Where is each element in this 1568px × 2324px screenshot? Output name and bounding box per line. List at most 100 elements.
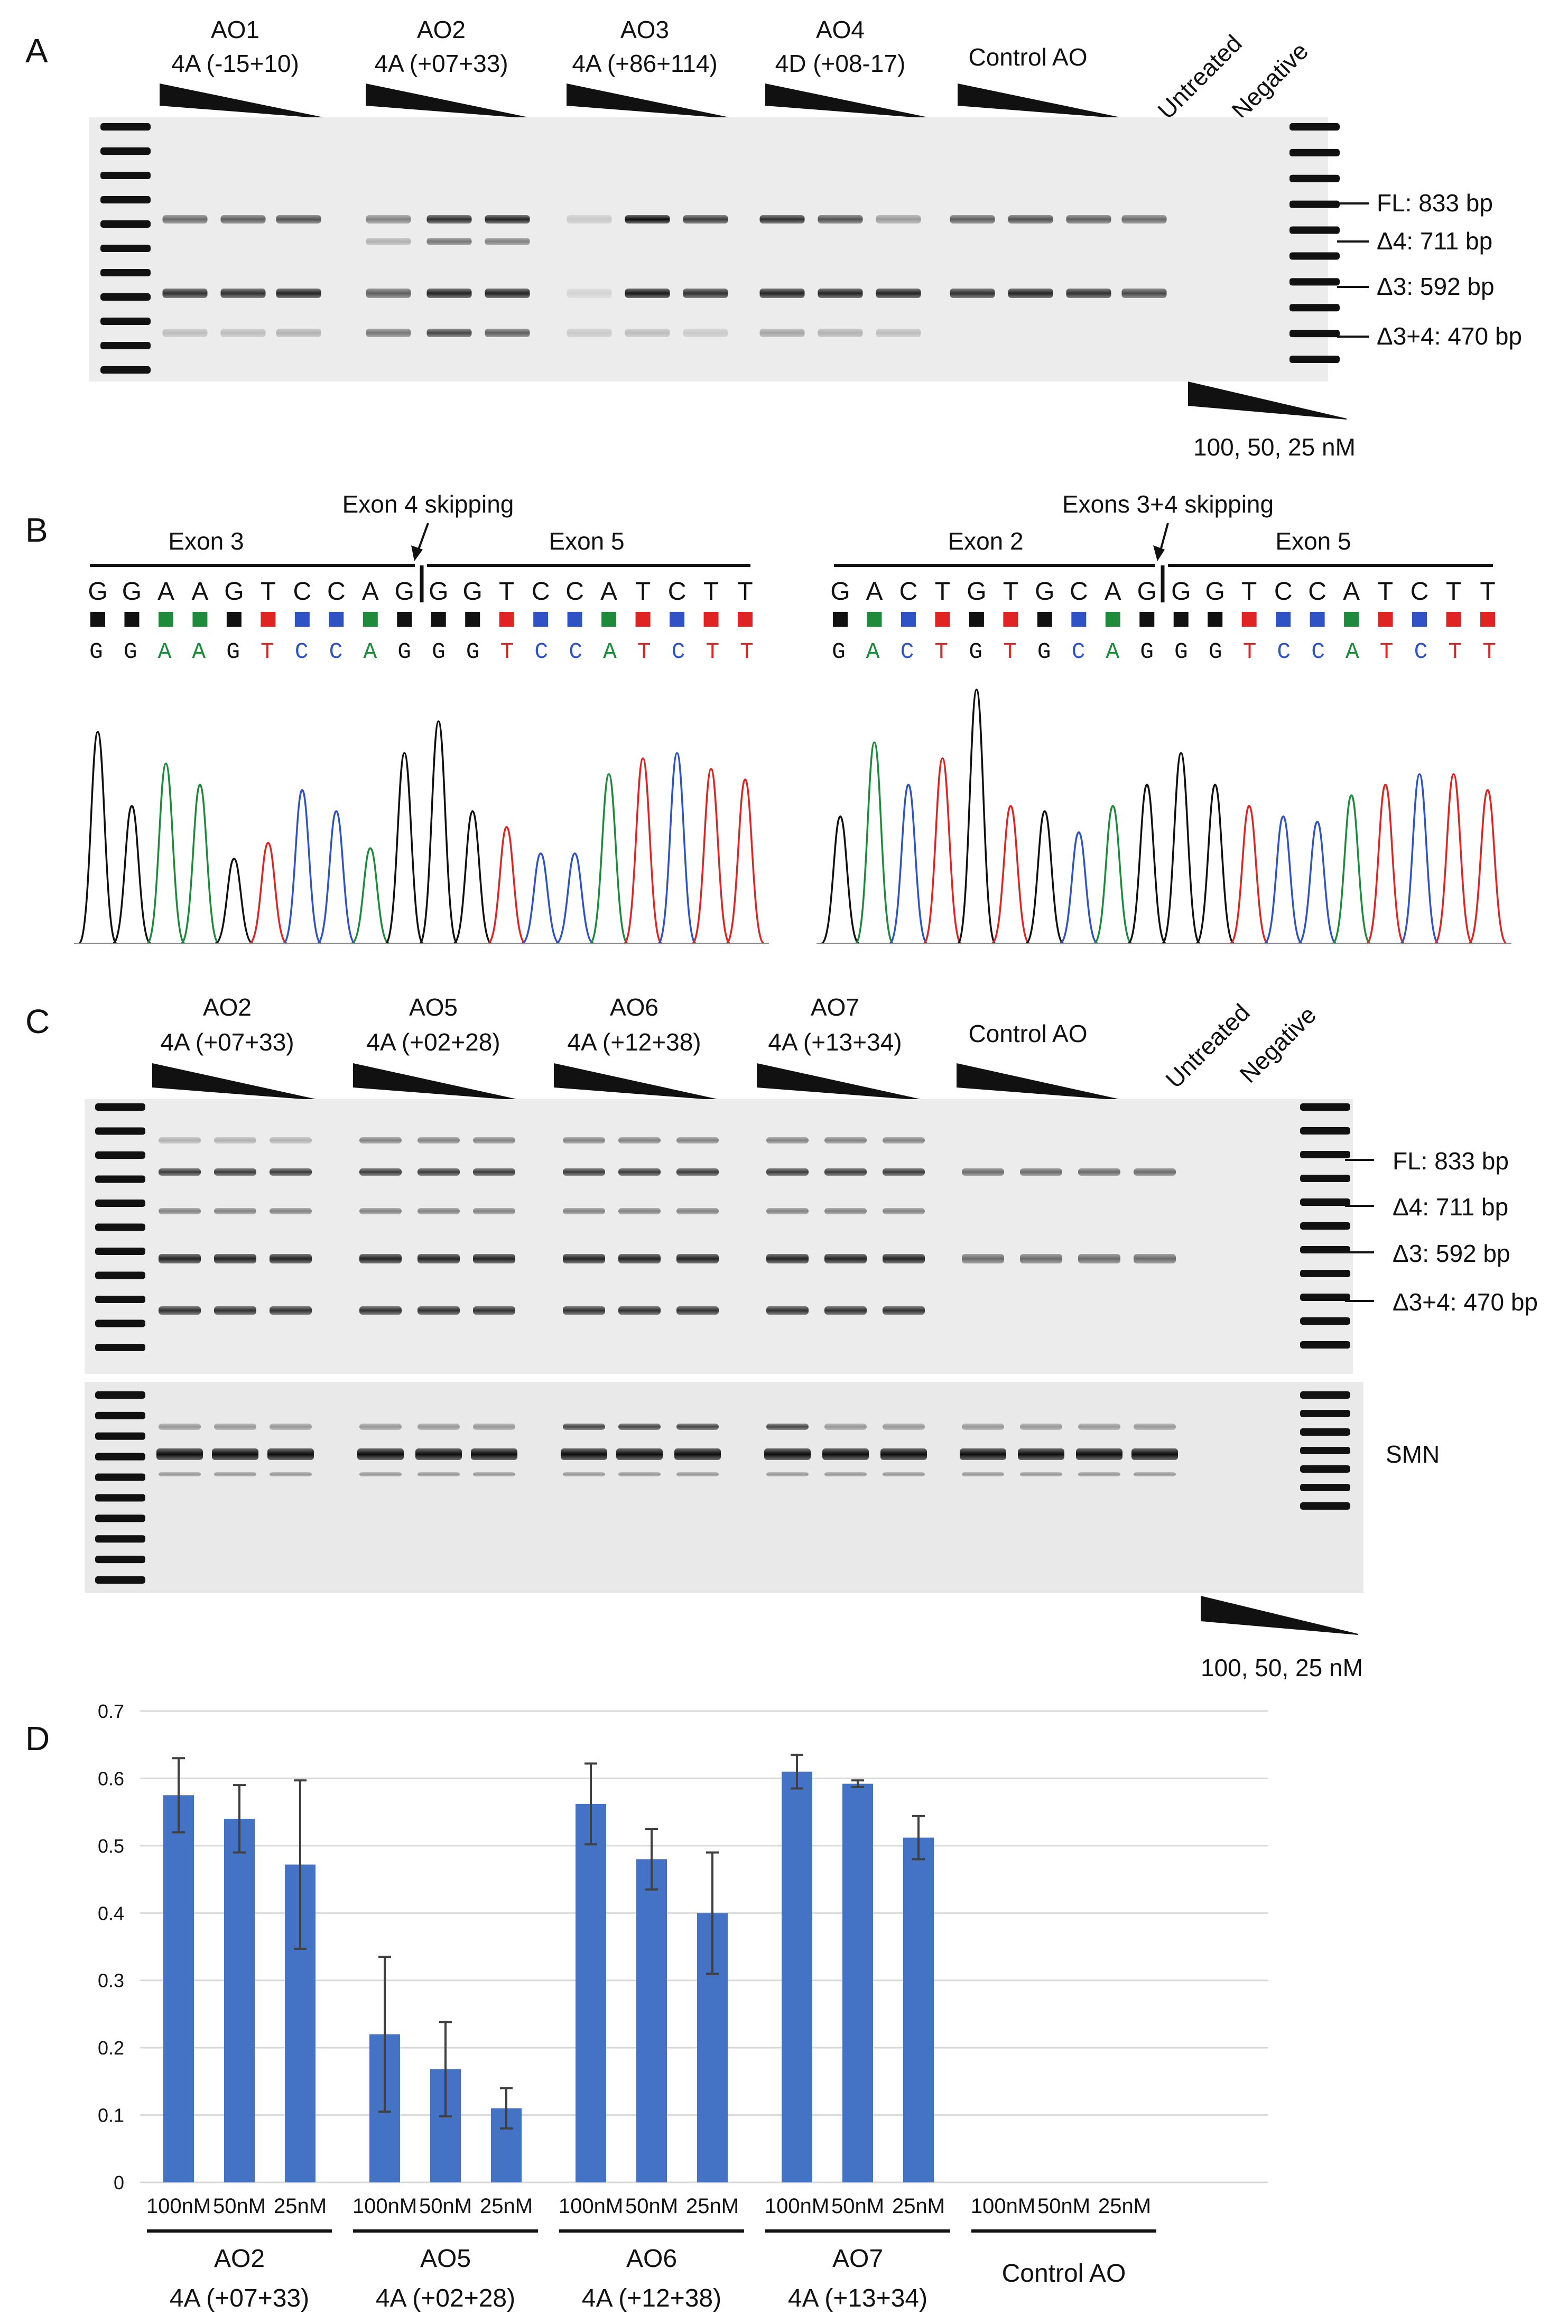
gel-band (563, 1472, 605, 1476)
trace-peak (1468, 789, 1508, 944)
gel-band (960, 1448, 1006, 1460)
ladder-band (95, 1248, 145, 1255)
base-color-square (226, 612, 242, 627)
group-name: AO3 (620, 16, 669, 43)
ladder-band (1300, 1222, 1350, 1230)
group-target: 4A (+07+33) (374, 50, 508, 77)
gel-band (759, 289, 805, 298)
base-color-square (1378, 612, 1393, 627)
panel-b: B Exon 3 Exon 5 Exon 4 skipping Exon 2 E… (25, 490, 1511, 944)
ladder-band (1289, 148, 1340, 156)
group-target: 4A (+12+38) (582, 2284, 721, 2312)
base-letter: A (157, 578, 174, 606)
trace-peak (957, 689, 997, 944)
gel-band (1134, 1254, 1176, 1263)
trace-peak (691, 768, 731, 944)
ladder-band (95, 1175, 145, 1183)
exon-label-right: Exon 5 (549, 527, 624, 555)
trace-peak (249, 842, 287, 944)
trace-peak (589, 773, 629, 944)
band-label: FL: 833 bp (1393, 1147, 1509, 1175)
y-tick-label: 0.7 (98, 1700, 124, 1722)
trace-peak (821, 815, 860, 944)
gel-band (359, 1254, 402, 1263)
group-target: 4A (+02+28) (376, 2284, 515, 2312)
ladder-band (95, 1127, 145, 1135)
trace-peak (78, 731, 118, 944)
smn-gel-image (85, 1382, 1363, 1593)
gel-band (1078, 1254, 1120, 1263)
group-name: AO5 (409, 993, 458, 1021)
wedge (957, 1063, 1119, 1100)
legend-wedge (1201, 1596, 1358, 1635)
base-letter: A (1105, 578, 1121, 606)
gel-band (883, 1306, 925, 1315)
gel-image (89, 117, 1328, 382)
trace-peak (1264, 815, 1303, 944)
wedge (152, 1063, 316, 1100)
base-color-square (1173, 612, 1189, 627)
gel-band (683, 289, 728, 298)
base-color-square (294, 612, 310, 627)
panel-c-group-labels: AO2 4A (+07+33) AO5 4A (+02+28) AO6 4A (… (160, 993, 1321, 1093)
base-letter: C (293, 578, 312, 606)
gel-band (676, 1472, 719, 1476)
gel-band (162, 215, 208, 224)
gel-band (214, 1137, 256, 1144)
base-color-square (158, 612, 173, 627)
gel-band (674, 1448, 721, 1460)
gel-band (1076, 1448, 1122, 1460)
concentration-label: 100, 50, 25 nM (1201, 1654, 1363, 1681)
panel-a: A AO1 4A (-15+10) AO2 4A (+07+33) AO3 4A… (25, 16, 1522, 461)
group-name: AO7 (832, 2245, 883, 2273)
group-target: 4A (+86+114) (572, 50, 717, 77)
base-letter: G (395, 578, 414, 606)
base-color-square (1105, 612, 1120, 627)
concentration-wedges (152, 1063, 1119, 1100)
base-letter: T (635, 578, 651, 606)
ladder-band (100, 220, 151, 228)
gel-band (426, 329, 472, 337)
trace-peak (923, 757, 962, 944)
group-name: AO2 (214, 2245, 265, 2273)
x-tick-label: 25nM (686, 2195, 739, 2218)
trace-peak (521, 852, 560, 944)
sequence-right: G A C T G T G C A G G G T C C A T C T TG A C T G T G C A G G G T C C A T C T T (830, 578, 1496, 665)
gel-band (766, 1472, 809, 1476)
gel-band (618, 1424, 661, 1430)
gel-band (766, 1137, 809, 1144)
ladder-band (1300, 1341, 1350, 1349)
base-letter: G (967, 578, 986, 606)
gel-band (212, 1448, 258, 1460)
x-tick-label: 100nM (352, 2195, 417, 2218)
gel-band (220, 329, 266, 337)
gel-band (824, 1472, 867, 1476)
gel-band (359, 1137, 402, 1144)
base-letter: G (1171, 578, 1191, 606)
gel-band (676, 1168, 719, 1176)
x-tick-label: 50nM (625, 2195, 678, 2218)
base-color-square (1003, 612, 1018, 627)
base-color-square (1208, 612, 1223, 627)
gel-band (883, 1137, 925, 1144)
ladder-band (1300, 1103, 1350, 1111)
ladder-band (95, 1319, 145, 1327)
group-name: Control AO (969, 1020, 1088, 1047)
gel-band (625, 329, 670, 337)
gel-band (563, 1168, 605, 1176)
ladder-band (1300, 1317, 1350, 1325)
x-tick-label: 50nM (213, 2195, 266, 2218)
gel-band (561, 1448, 607, 1460)
trace-peak (1298, 821, 1337, 944)
gel-band (563, 1424, 605, 1430)
gel-band (426, 289, 472, 298)
gel-band (563, 1208, 605, 1214)
gel-band (1134, 1472, 1176, 1476)
base-letter: C (899, 578, 918, 606)
gel-band (766, 1306, 809, 1315)
group-name: AO1 (211, 16, 259, 43)
base-letter: G (122, 578, 142, 606)
wedge (554, 1063, 718, 1100)
gel-band (473, 1472, 515, 1476)
